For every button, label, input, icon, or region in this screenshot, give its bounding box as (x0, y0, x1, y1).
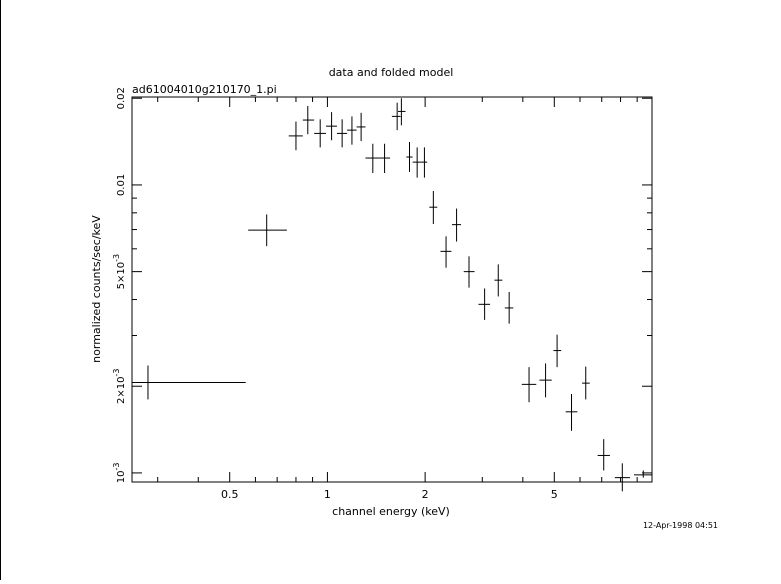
data-point (440, 236, 452, 268)
data-point (248, 214, 287, 247)
data-point (633, 470, 652, 478)
data-point (521, 367, 537, 403)
timestamp: 12-Apr-1998 04:51 (643, 521, 718, 530)
y-axis-label: normalized counts/sec/keV (90, 215, 103, 363)
data-point (565, 393, 578, 431)
data-point (504, 291, 514, 324)
data-point (365, 143, 380, 174)
data-point (478, 288, 491, 320)
data-point (132, 365, 246, 400)
x-axis-tick-labels: 0.5 1 2 5 (221, 488, 558, 501)
data-point (539, 363, 552, 398)
data-point (494, 264, 503, 297)
data-point (429, 190, 438, 224)
y-tick-label: 0.02 (116, 87, 127, 109)
data-point (288, 121, 303, 151)
y-axis-tick-labels: 10-3 2×10-3 5×10-3 0.01 0.02 (112, 87, 127, 483)
data-point (412, 147, 422, 178)
data-point (379, 143, 391, 174)
chart-subtitle: ad61004010g210170_1.pi (132, 83, 277, 96)
chart-title: data and folded model (329, 66, 454, 79)
data-point (463, 256, 475, 288)
data-point (406, 141, 413, 172)
data-point (314, 119, 327, 148)
x-tick-label: 1 (324, 488, 331, 501)
plot-frame (131, 96, 653, 483)
y-tick-label: 10-3 (112, 463, 127, 484)
data-point (398, 98, 406, 126)
y-tick-label: 5×10-3 (112, 254, 127, 289)
x-tick-label: 5 (551, 488, 558, 501)
data-point (391, 102, 401, 131)
data-point (451, 208, 462, 242)
data-point (326, 112, 337, 141)
data-points (132, 98, 652, 492)
y-tick-label: 0.01 (116, 174, 127, 196)
x-axis-ticks (157, 97, 653, 482)
data-point (302, 105, 315, 135)
y-tick-label: 2×10-3 (112, 369, 127, 404)
window-left-border (0, 0, 1, 580)
data-point (347, 116, 357, 145)
x-tick-label: 0.5 (221, 488, 239, 501)
data-point (421, 147, 428, 178)
data-point (614, 463, 630, 492)
data-point (336, 119, 348, 148)
data-point (582, 366, 590, 400)
data-point (553, 334, 562, 368)
x-axis-label: channel energy (keV) (332, 505, 450, 518)
y-axis-ticks (132, 97, 652, 474)
x-tick-label: 2 (422, 488, 429, 501)
data-point (597, 439, 610, 471)
data-point (356, 112, 366, 142)
